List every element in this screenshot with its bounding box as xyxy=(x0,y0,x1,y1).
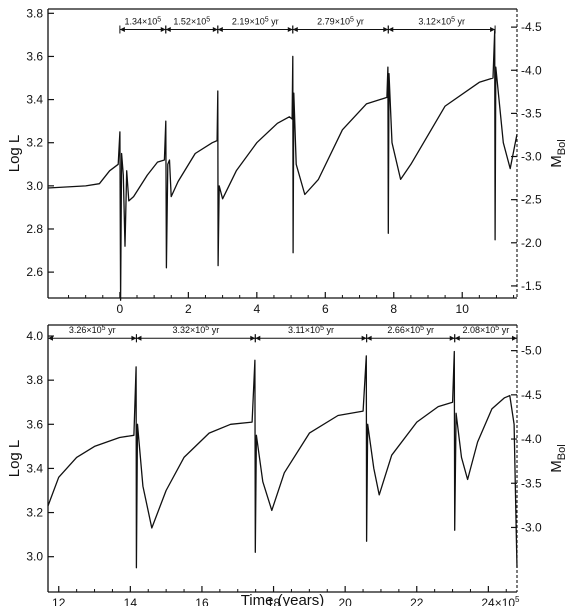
x-tick-label: 6 xyxy=(322,302,329,316)
x-tick-label: 22 xyxy=(410,596,424,606)
y-axis-label: Log L xyxy=(6,135,23,173)
y2-axis-label: MBol xyxy=(548,139,568,167)
y-tick-label: 3.4 xyxy=(26,461,43,475)
x-tick-label: 4 xyxy=(253,302,260,316)
interval-arrow xyxy=(383,26,389,32)
interval-label: 3.12×105 yr xyxy=(418,16,465,26)
interval-label: 2.79×105 yr xyxy=(317,16,364,26)
y2-tick-label: -3.5 xyxy=(521,476,542,490)
y2-tick-label: -2.5 xyxy=(521,193,542,207)
y-axis-label: Log L xyxy=(6,440,23,478)
y-tick-label: 3.4 xyxy=(26,93,43,107)
y2-tick-label: -3.5 xyxy=(521,106,542,120)
y-tick-label: 3.2 xyxy=(26,136,43,150)
interval-label: 1.34×105 xyxy=(124,16,161,26)
y-tick-label: 3.8 xyxy=(26,6,43,20)
y2-tick-label: -2.0 xyxy=(521,236,542,250)
x-tick-label: 14 xyxy=(124,596,138,606)
y2-tick-label: -4.0 xyxy=(521,432,542,446)
y-tick-label: 2.8 xyxy=(26,222,43,236)
interval-arrow xyxy=(217,26,223,32)
x-tick-label: 0 xyxy=(117,302,124,316)
y-tick-label: 4.0 xyxy=(26,329,43,343)
interval-label: 2.08×105 yr xyxy=(463,325,510,335)
y2-axis-label: MBol xyxy=(548,444,568,472)
interval-label: 2.66×105 yr xyxy=(387,325,434,335)
x-tick-exponent: 5 xyxy=(515,595,520,604)
interval-arrow xyxy=(449,335,455,341)
x-tick-label: 8 xyxy=(390,302,397,316)
y-tick-label: 3.6 xyxy=(26,49,43,63)
panel-1: 0 2 4 6 8 10 2.6 2.8 3.0 3.2 3.4 3.6 3.8 -1.5 -2.0 -2.5… xyxy=(6,6,568,316)
y-tick-label: 3.6 xyxy=(26,417,43,431)
panel-2: 12 14 16 18 20 22 24×105 3.0 3.2 3.4 3.6 3.8 4.0 -3.0… xyxy=(6,324,568,606)
y2-tick-label: -5.0 xyxy=(521,344,542,358)
interval-arrow xyxy=(512,335,517,341)
y2-tick-label: -4.5 xyxy=(521,20,542,34)
x-tick-label: 2 xyxy=(185,302,192,316)
interval-arrow xyxy=(366,335,372,341)
x-tick-label: 24×105 xyxy=(481,595,520,606)
interval-arrow xyxy=(287,26,293,32)
light-curve xyxy=(47,29,518,301)
interval-arrow xyxy=(119,26,125,32)
y-tick-label: 3.2 xyxy=(26,506,43,520)
interval-arrow xyxy=(165,26,171,32)
interval-arrow xyxy=(255,335,261,341)
interval-label: 1.52×105 xyxy=(173,16,210,26)
y-tick-label: 3.8 xyxy=(26,373,43,387)
x-tick-label: 20 xyxy=(338,596,352,606)
light-curve xyxy=(47,350,518,569)
x-axis-label: Time (years) xyxy=(241,592,325,606)
y-tick-label: 3.0 xyxy=(26,550,43,564)
interval-label: 2.19×105 yr xyxy=(232,16,279,26)
interval-arrow xyxy=(250,335,256,341)
y2-tick-label: -4.5 xyxy=(521,388,542,402)
y2-tick-label: -1.5 xyxy=(521,279,542,293)
interval-label: 3.26×105 yr xyxy=(69,325,116,335)
y2-tick-label: -4.0 xyxy=(521,63,542,77)
interval-label: 3.32×105 yr xyxy=(173,325,220,335)
x-tick-label: 10 xyxy=(456,302,470,316)
interval-arrow xyxy=(361,335,367,341)
interval-arrow xyxy=(212,26,218,32)
x-tick-label: 16 xyxy=(195,596,209,606)
interval-label: 3.11×105 yr xyxy=(288,325,334,335)
interval-arrow xyxy=(490,26,496,32)
interval-arrow xyxy=(160,26,166,32)
interval-arrow xyxy=(136,335,142,341)
interval-arrow xyxy=(454,335,460,341)
y-tick-label: 2.6 xyxy=(26,265,43,279)
interval-arrow xyxy=(388,26,394,32)
y2-tick-label: -3.0 xyxy=(521,520,542,534)
interval-arrow xyxy=(292,26,298,32)
interval-arrow xyxy=(131,335,137,341)
y2-tick-label: -3.0 xyxy=(521,150,542,164)
y-tick-label: 3.0 xyxy=(26,179,43,193)
interval-arrow xyxy=(48,335,53,341)
x-tick-label: 12 xyxy=(52,596,66,606)
x-tick-label: 18 xyxy=(267,596,281,606)
